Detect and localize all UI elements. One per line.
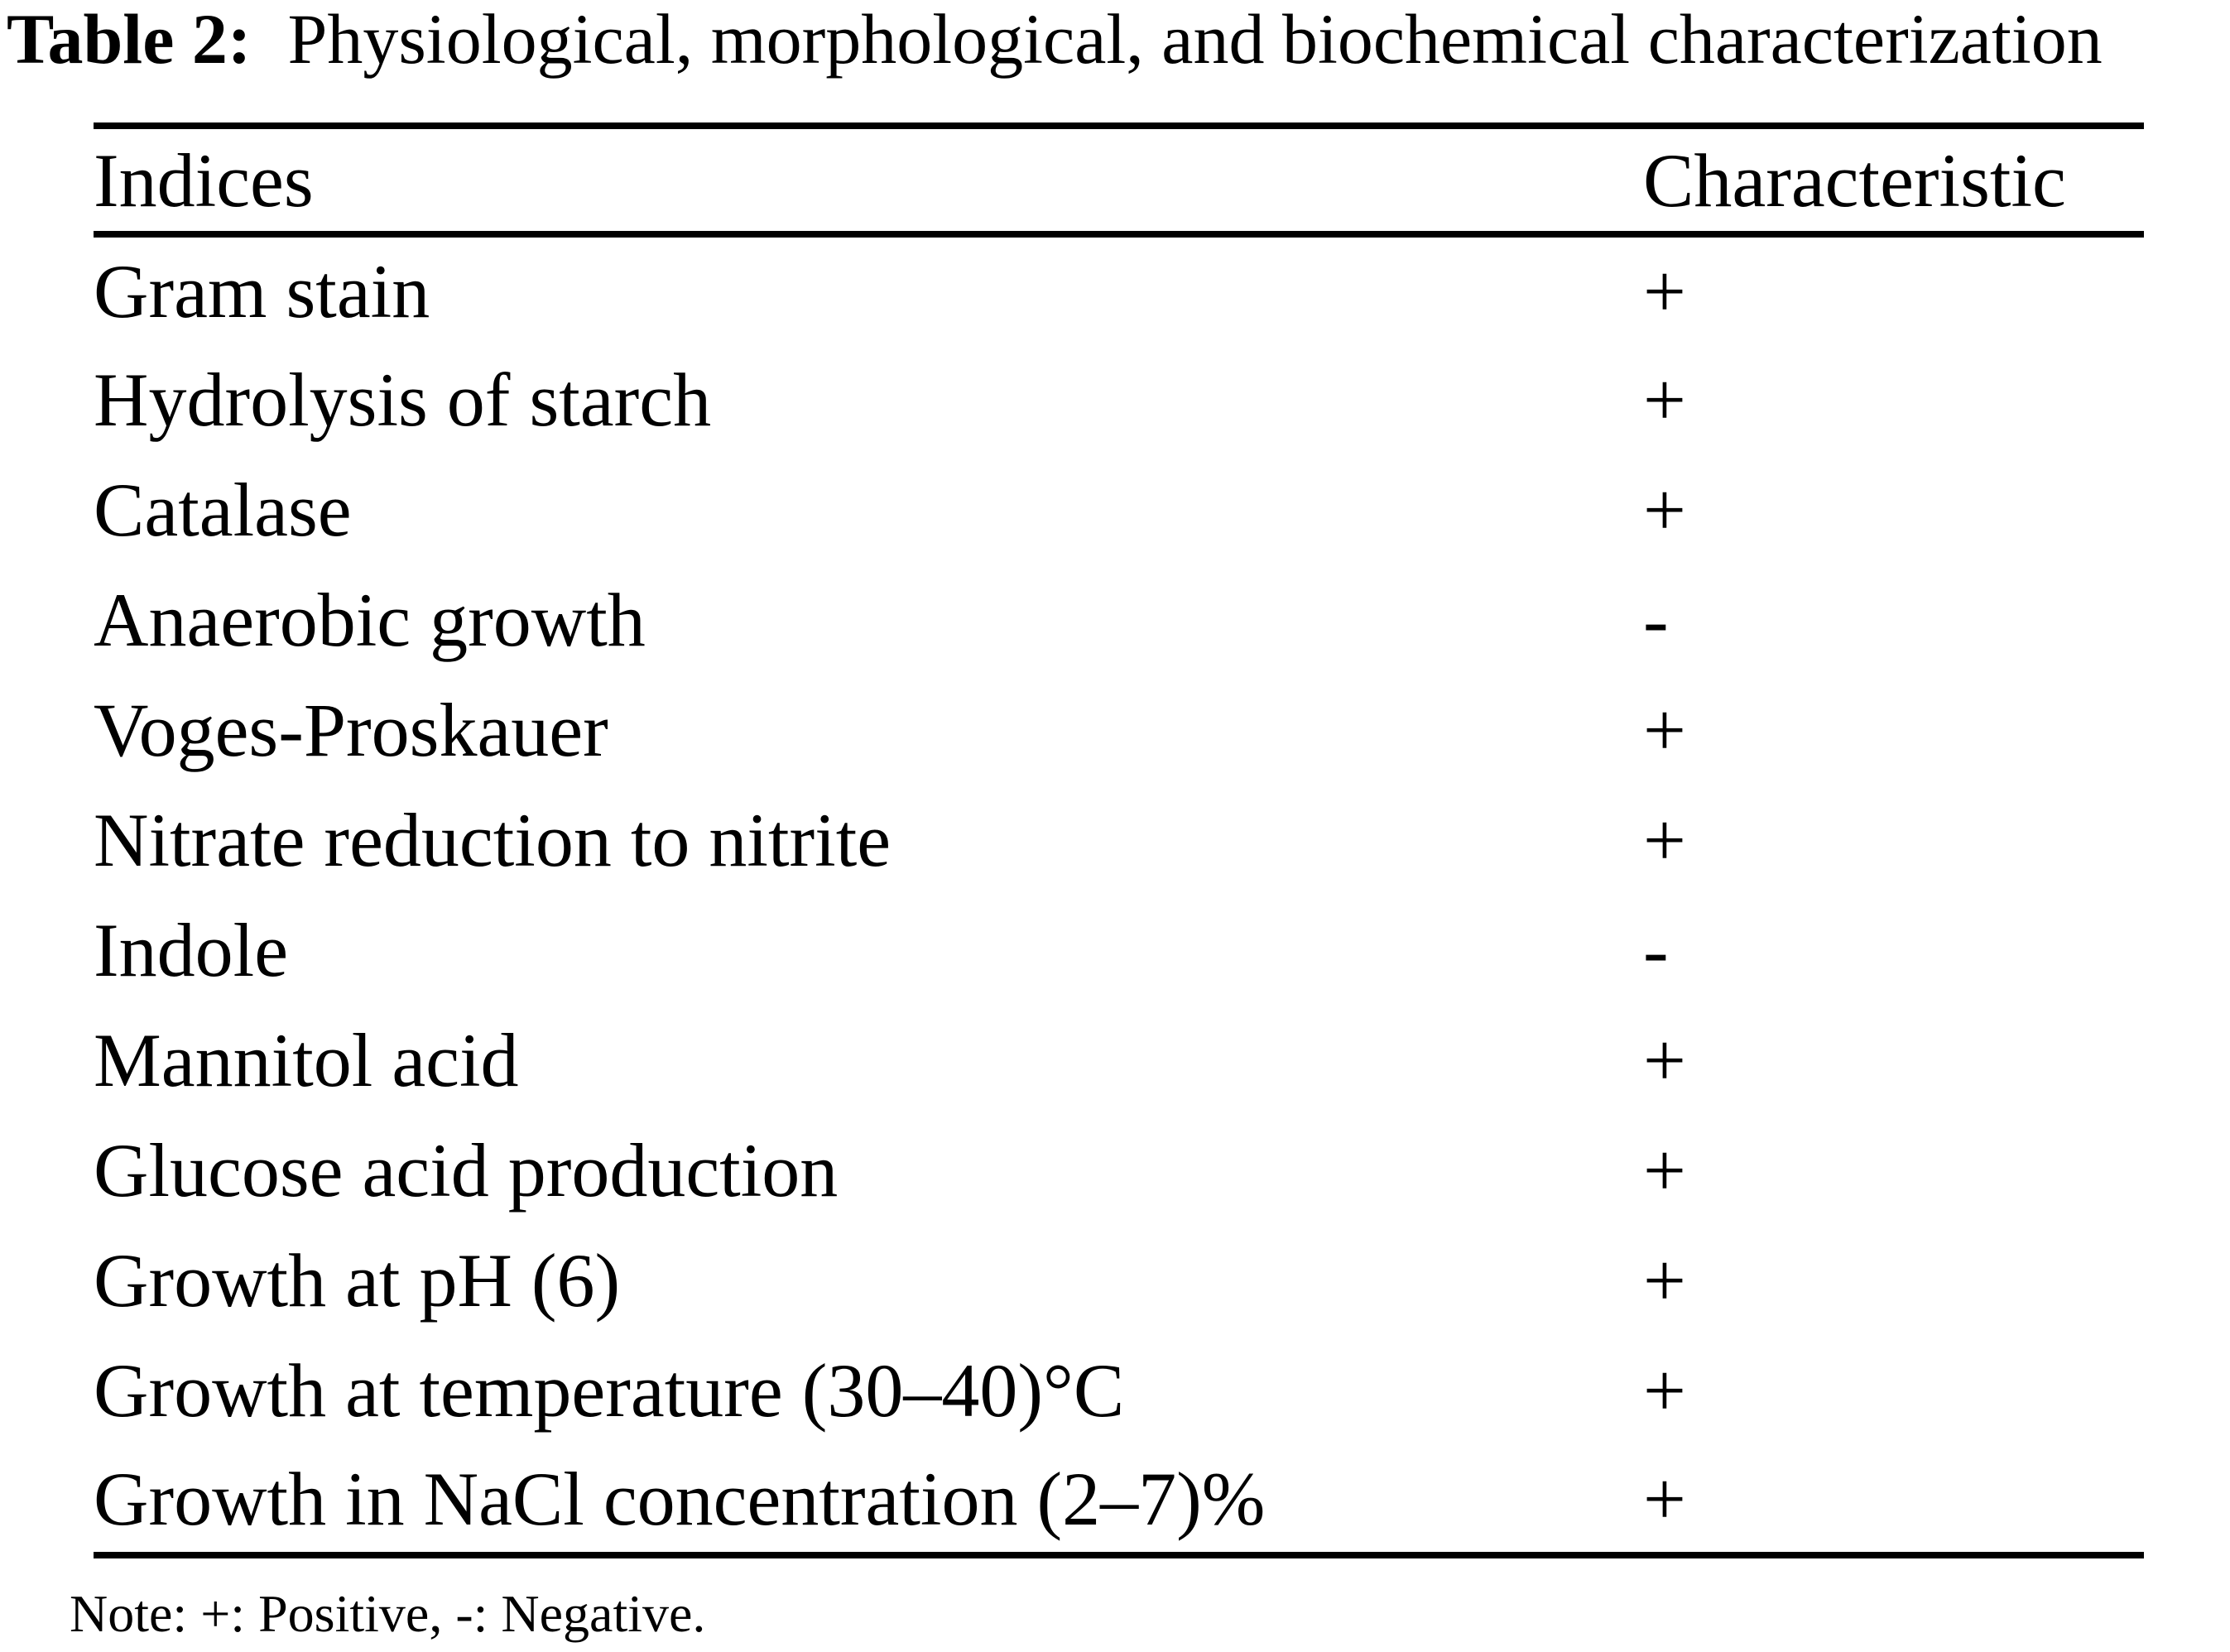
table-row: Catalase + bbox=[94, 454, 2144, 564]
characteristic-cell: + bbox=[1643, 467, 1686, 552]
characteristic-cell: - bbox=[1643, 577, 1669, 662]
characteristic-cell: + bbox=[1643, 248, 1686, 334]
index-cell: Gram stain bbox=[94, 248, 430, 334]
index-cell: Growth in NaCl concentration (2–7)% bbox=[94, 1456, 1266, 1541]
characterization-table: Indices Characteristic Gram stain + Hydr… bbox=[94, 122, 2144, 1558]
characteristic-cell: + bbox=[1643, 357, 1686, 442]
index-cell: Growth at pH (6) bbox=[94, 1237, 621, 1323]
index-cell: Growth at temperature (30–40)°C bbox=[94, 1347, 1125, 1433]
characteristic-cell: + bbox=[1643, 797, 1686, 882]
column-header-characteristic: Characteristic bbox=[1643, 126, 2144, 238]
table-note: Note: +: Positive, -: Negative. bbox=[70, 1584, 706, 1643]
index-cell: Catalase bbox=[94, 467, 352, 552]
table-row: Mannitol acid + bbox=[94, 1005, 2144, 1115]
table-row: Glucose acid production + bbox=[94, 1115, 2144, 1225]
table-caption-text: Physiological, morphological, and bioche… bbox=[287, 0, 2103, 79]
index-cell: Mannitol acid bbox=[94, 1017, 519, 1102]
table-row: Anaerobic growth - bbox=[94, 564, 2144, 675]
table-row: Growth at pH (6) + bbox=[94, 1225, 2144, 1335]
table-row: Growth at temperature (30–40)°C + bbox=[94, 1335, 2144, 1445]
characteristic-cell: + bbox=[1643, 687, 1686, 772]
index-cell: Voges-Proskauer bbox=[94, 687, 608, 772]
table-caption: Table 2: Physiological, morphological, an… bbox=[7, 0, 2103, 84]
characteristic-cell: + bbox=[1643, 1347, 1686, 1433]
characteristic-cell: + bbox=[1643, 1127, 1686, 1213]
index-cell: Hydrolysis of starch bbox=[94, 357, 712, 442]
table-row: Growth in NaCl concentration (2–7)% + bbox=[94, 1445, 2144, 1555]
characteristic-cell: + bbox=[1643, 1237, 1686, 1323]
table-row: Gram stain + bbox=[94, 234, 2144, 344]
column-header-indices: Indices bbox=[94, 126, 1643, 238]
table-row: Nitrate reduction to nitrite + bbox=[94, 785, 2144, 895]
characteristic-cell: + bbox=[1643, 1017, 1686, 1102]
characteristic-cell: - bbox=[1643, 907, 1669, 992]
index-cell: Glucose acid production bbox=[94, 1127, 839, 1213]
header-row: Indices Characteristic bbox=[94, 126, 2144, 238]
table-row: Hydrolysis of starch + bbox=[94, 344, 2144, 454]
characteristic-cell: + bbox=[1643, 1456, 1686, 1541]
table-row: Voges-Proskauer + bbox=[94, 675, 2144, 785]
index-cell: Nitrate reduction to nitrite bbox=[94, 797, 892, 882]
table-caption-label: Table 2: bbox=[7, 0, 252, 79]
index-cell: Anaerobic growth bbox=[94, 577, 646, 662]
index-cell: Indole bbox=[94, 907, 289, 992]
table-body: Gram stain + Hydrolysis of starch + Cata… bbox=[94, 234, 2144, 1555]
table-row: Indole - bbox=[94, 895, 2144, 1005]
